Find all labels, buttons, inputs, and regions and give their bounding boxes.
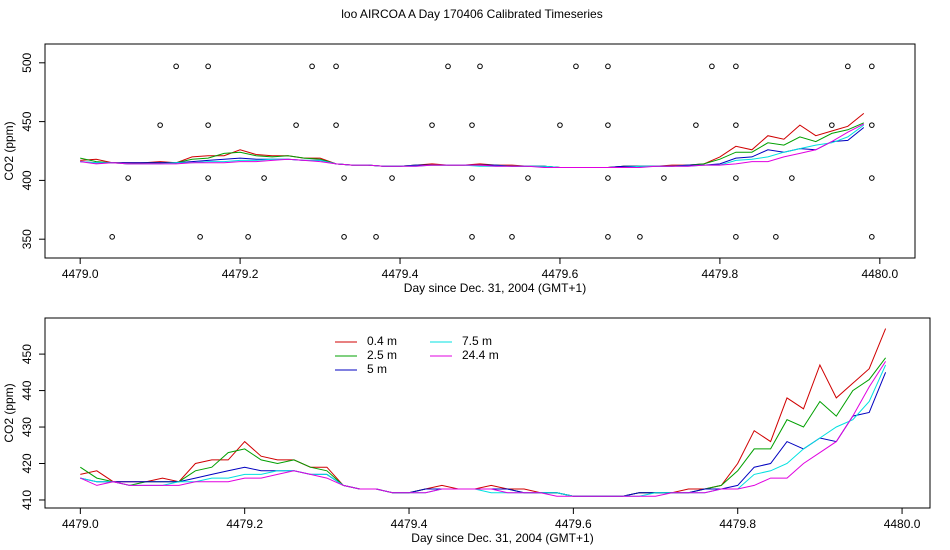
calibration-point: [445, 63, 451, 70]
legend-label: 24.4 m: [462, 348, 499, 362]
series-line: [80, 328, 887, 497]
x-tick-label: 4479.4: [382, 267, 419, 281]
x-axis-label: Day since Dec. 31, 2004 (GMT+1): [404, 281, 586, 295]
plot-frame: [44, 43, 916, 259]
series-line: [80, 364, 887, 497]
x-tick-label: 4480.0: [861, 267, 898, 281]
calibration-point: [309, 63, 315, 70]
y-tick-label: 450: [20, 111, 34, 131]
y-tick-label: 350: [20, 229, 34, 249]
calibration-point: [869, 175, 875, 181]
series-line: [80, 127, 865, 168]
calibration-point: [157, 122, 163, 128]
x-tick-label: 4479.2: [222, 267, 259, 281]
calibration-point: [869, 122, 875, 128]
calibration-point: [469, 122, 475, 128]
y-axis-label: CO2 (ppm): [2, 383, 16, 442]
calibration-point: [245, 234, 251, 240]
calibration-point: [469, 234, 475, 240]
series-line: [80, 124, 865, 168]
y-tick-label: 410: [20, 490, 34, 510]
calibration-point: [197, 234, 203, 240]
y-tick-label: 450: [20, 344, 34, 364]
plot-frame: [44, 317, 931, 509]
legend-label: 2.5 m: [367, 348, 397, 362]
x-tick-label: 4479.4: [391, 517, 428, 531]
series-line: [80, 372, 887, 497]
y-axis-label: CO2 (ppm): [2, 121, 16, 180]
calibration-point: [733, 175, 739, 181]
calibration-point: [333, 122, 339, 128]
calibration-point: [773, 234, 779, 240]
figure-title: loo AIRCOA A Day 170406 Calibrated Times…: [341, 7, 602, 21]
x-tick-label: 4479.6: [542, 267, 579, 281]
calibration-point: [469, 175, 475, 181]
calibration-point: [333, 63, 339, 70]
calibration-point: [205, 122, 211, 128]
y-tick-label: 430: [20, 417, 34, 437]
calibration-point: [605, 175, 611, 181]
calibration-point: [373, 234, 379, 240]
calibration-point: [709, 63, 715, 70]
calibration-point: [733, 122, 739, 128]
calibration-point: [733, 63, 739, 70]
x-axis-label: Day since Dec. 31, 2004 (GMT+1): [411, 531, 593, 545]
x-tick-label: 4479.8: [702, 267, 739, 281]
calibration-point: [125, 175, 131, 181]
x-tick-label: 4479.0: [62, 267, 99, 281]
x-tick-label: 4479.2: [226, 517, 263, 531]
series-line: [80, 357, 886, 497]
series-line: [80, 361, 887, 497]
calibration-point: [605, 63, 611, 70]
calibration-point: [845, 63, 851, 70]
calibration-point: [869, 63, 875, 70]
x-tick-label: 4479.8: [719, 517, 756, 531]
calibration-point: [205, 175, 211, 181]
y-tick-label: 400: [20, 170, 34, 190]
legend-label: 0.4 m: [367, 334, 397, 348]
x-tick-label: 4479.0: [62, 517, 99, 531]
calibration-point: [293, 122, 299, 128]
calibration-point: [869, 234, 875, 240]
calibration-point: [525, 175, 531, 181]
x-tick-label: 4480.0: [884, 517, 921, 531]
legend-label: 7.5 m: [462, 334, 492, 348]
calibration-point: [733, 234, 739, 240]
calibration-point: [341, 234, 347, 240]
calibration-point: [477, 63, 483, 70]
calibration-point: [557, 122, 563, 128]
calibration-point: [605, 234, 611, 240]
x-tick-label: 4479.6: [555, 517, 592, 531]
calibration-point: [605, 122, 611, 128]
calibration-point: [109, 234, 115, 240]
calibration-point: [261, 175, 267, 181]
calibration-point: [389, 175, 395, 181]
calibration-point: [573, 63, 579, 70]
calibration-point: [205, 63, 211, 70]
calibration-point: [173, 63, 179, 70]
legend-label: 5 m: [367, 362, 387, 376]
calibration-point: [341, 175, 347, 181]
y-tick-label: 440: [20, 380, 34, 400]
series-line: [80, 113, 865, 168]
calibration-point: [429, 122, 435, 128]
calibration-point: [509, 234, 515, 240]
calibration-point: [789, 175, 795, 181]
calibration-point: [637, 234, 643, 240]
y-tick-label: 420: [20, 453, 34, 473]
calibration-point: [829, 122, 835, 128]
calibration-point: [693, 122, 699, 128]
calibration-point: [661, 175, 667, 181]
y-tick-label: 500: [20, 52, 34, 72]
series-line: [80, 123, 865, 168]
